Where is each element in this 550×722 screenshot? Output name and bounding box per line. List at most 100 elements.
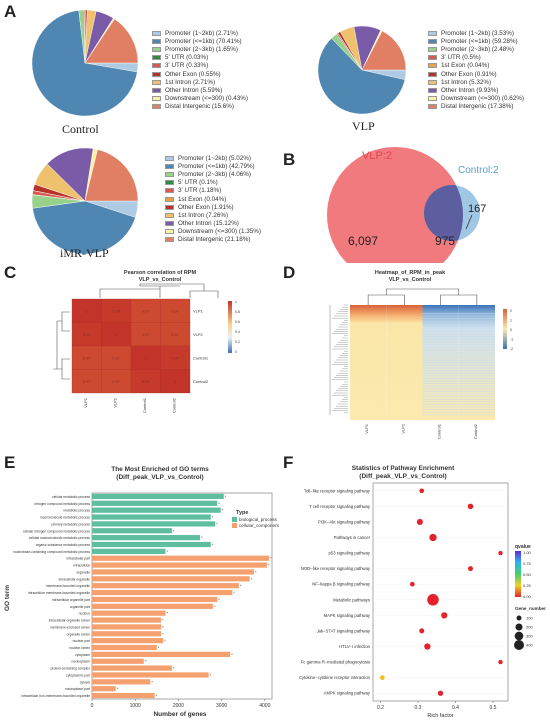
- legend-label: Distal Intergenic (15.6%): [165, 103, 234, 111]
- legend-entry: 3' UTR (0.33%): [152, 62, 248, 70]
- legend-entry: Other Exon (1.91%): [165, 203, 261, 211]
- colorbar: [503, 309, 507, 349]
- pie-caption-imr-vlp: iMR-VLP: [60, 246, 109, 260]
- legend-label: Promoter (1~2kb) (3.53%): [441, 29, 514, 37]
- heatmap-cell: [160, 369, 191, 394]
- bar: [92, 493, 224, 500]
- legend-entry: Promoter (2~3kb) (1.65%): [152, 45, 248, 53]
- pie-chart-control: [31, 9, 139, 117]
- legend-swatch: [428, 71, 437, 77]
- correlation-heatmap: Pearson correlation of RPMVLP_vs_Control…: [53, 270, 240, 413]
- legend-entry: Other Intron (15.12%): [165, 220, 261, 228]
- bar: [92, 583, 239, 589]
- legend-entry: 1st Exon (0.04%): [428, 62, 524, 70]
- heatmap-stripe: [422, 349, 495, 351]
- category-label: nucleoplasm: [71, 660, 90, 664]
- legend-swatch: [165, 229, 174, 235]
- bar: [92, 624, 162, 630]
- legend-label: Other Exon (0.55%): [165, 70, 221, 78]
- chart-subtitle: VLP_vs_Control: [139, 277, 182, 283]
- legend-label: 1st Exon (0.04%): [178, 195, 227, 203]
- bar-star: *: [145, 659, 147, 664]
- bar: [92, 569, 254, 575]
- bar: [92, 617, 162, 623]
- panel-label-d: D: [283, 263, 296, 282]
- legend-label: biological_process: [239, 517, 277, 522]
- heatmap-col-label: VLP1: [83, 397, 88, 408]
- heatmap-value: 0.97: [112, 355, 121, 360]
- bar-star: *: [164, 638, 166, 643]
- legend-label: Promoter (1~2kb) (5.02%): [178, 154, 251, 162]
- category-label: p53 signaling pathway: [329, 551, 371, 556]
- size-legend-dot: [514, 640, 524, 650]
- bar: [92, 644, 157, 651]
- legend-label: Promoter (<=1kb) (59.28%): [441, 37, 518, 45]
- category-label: cytoplasmic part: [66, 673, 90, 677]
- bar-star: *: [222, 508, 224, 513]
- legend-label: Promoter (2~3kb) (4.06%): [178, 170, 251, 178]
- category-label: Toll−like receptor signaling pathway: [304, 488, 371, 493]
- category-label: nuclear part: [73, 639, 90, 643]
- heatmap-stripe: [422, 320, 495, 322]
- colorbar-tick: 0: [510, 328, 512, 332]
- pie-slice: [32, 200, 136, 255]
- heatmap-stripe: [422, 401, 495, 403]
- category-label: primary metabolic process: [52, 522, 91, 526]
- colorbar-tick: -2: [510, 347, 513, 351]
- heatmap-stripe: [422, 326, 495, 327]
- colorbar: [228, 301, 232, 353]
- legend-entry: Promoter (1~2kb) (3.53%): [428, 29, 524, 37]
- legend-swatch: [152, 46, 161, 52]
- legend-label: Promoter (<=1kb) (42.79%): [178, 162, 255, 170]
- pie-caption-control: Control: [62, 122, 99, 136]
- heatmap-stripe: [422, 385, 495, 387]
- size-legend-dot: [516, 615, 522, 621]
- panel-label-e: E: [4, 453, 16, 472]
- category-label: PI3K−Akt signaling pathway: [318, 519, 371, 524]
- heatmap-stripe: [422, 346, 495, 348]
- legend-swatch: [428, 79, 437, 85]
- legend-label: Distal Intergenic (17.38%): [441, 103, 514, 111]
- category-label: NOD−like receptor signaling pathway: [301, 566, 371, 571]
- dot: [441, 612, 448, 619]
- heatmap-stripe: [422, 315, 495, 317]
- heatmap-column: [350, 305, 387, 420]
- heatmap-value: 0.99: [83, 332, 92, 337]
- category-label: cytoplasm: [75, 653, 90, 657]
- venn-set-label-control: Control:2: [458, 165, 499, 176]
- category-label: organelle: [76, 570, 90, 574]
- size-legend-label: 400: [526, 643, 533, 648]
- legend-swatch: [152, 71, 161, 77]
- legend-swatch: [152, 87, 161, 93]
- legend-entry: Promoter (1~2kb) (5.02%): [165, 154, 261, 162]
- dot: [468, 566, 473, 572]
- legend-swatch: [165, 163, 174, 169]
- dot: [498, 659, 503, 665]
- heatmap-stripe: [422, 391, 495, 392]
- pie-slice: [84, 18, 139, 64]
- legend-entry: Downstream (<=300) (1.35%): [165, 228, 261, 236]
- legend-label: 3' UTR (0.5%): [441, 54, 481, 62]
- colorbar-tick: 0.8: [235, 310, 240, 314]
- x-axis-label: Rich factor: [427, 713, 453, 719]
- colorbar-tick: 2: [510, 309, 512, 313]
- colorbar-tick: 1: [510, 319, 512, 323]
- bar-star: *: [216, 521, 218, 526]
- legend-swatch: [165, 196, 174, 202]
- bar: [92, 521, 216, 527]
- legend-entry: Other Exon (0.55%): [152, 70, 248, 78]
- heatmap-stripe: [422, 354, 495, 356]
- pie-slice: [46, 147, 94, 202]
- x-axis-label: Number of genes: [153, 711, 206, 718]
- dot: [380, 675, 385, 680]
- pie-slice: [84, 149, 139, 202]
- category-label: Cytokine−cytokine receptor interaction: [299, 675, 371, 680]
- dot: [419, 628, 425, 634]
- colorbar-tick: 0.4: [235, 330, 240, 334]
- bar: [92, 500, 218, 506]
- heatmap-stripe: [422, 365, 495, 366]
- category-label: Pathways in cancer: [334, 535, 371, 540]
- bar: [92, 528, 172, 534]
- pie-slice: [361, 30, 407, 71]
- legend-entry: Other Intron (5.59%): [152, 86, 248, 94]
